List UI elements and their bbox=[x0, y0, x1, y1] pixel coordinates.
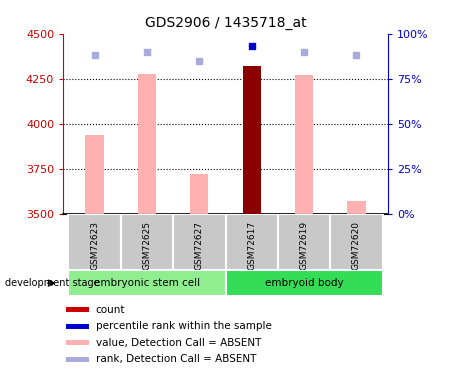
Bar bbox=[66, 357, 89, 362]
FancyBboxPatch shape bbox=[173, 214, 226, 270]
Text: GSM72620: GSM72620 bbox=[352, 220, 361, 270]
FancyBboxPatch shape bbox=[330, 214, 382, 270]
Text: embryonic stem cell: embryonic stem cell bbox=[94, 278, 200, 288]
Bar bbox=[347, 201, 366, 214]
FancyBboxPatch shape bbox=[278, 214, 330, 270]
Bar bbox=[138, 74, 156, 214]
FancyBboxPatch shape bbox=[226, 214, 278, 270]
FancyBboxPatch shape bbox=[69, 214, 121, 270]
Text: GSM72627: GSM72627 bbox=[195, 220, 204, 270]
Bar bbox=[243, 66, 261, 214]
Bar bbox=[66, 324, 89, 329]
Text: GSM72617: GSM72617 bbox=[247, 220, 256, 270]
Bar bbox=[190, 174, 208, 214]
Text: GSM72623: GSM72623 bbox=[90, 220, 99, 270]
Bar bbox=[226, 270, 382, 296]
Text: count: count bbox=[96, 305, 125, 315]
FancyBboxPatch shape bbox=[121, 214, 173, 270]
Text: value, Detection Call = ABSENT: value, Detection Call = ABSENT bbox=[96, 338, 261, 348]
Text: rank, Detection Call = ABSENT: rank, Detection Call = ABSENT bbox=[96, 354, 256, 364]
Text: embryoid body: embryoid body bbox=[265, 278, 343, 288]
Bar bbox=[66, 340, 89, 345]
Bar bbox=[69, 270, 225, 296]
Text: percentile rank within the sample: percentile rank within the sample bbox=[96, 321, 272, 331]
Title: GDS2906 / 1435718_at: GDS2906 / 1435718_at bbox=[145, 16, 306, 30]
Bar bbox=[295, 75, 313, 214]
Text: development stage: development stage bbox=[5, 278, 99, 288]
Text: GSM72625: GSM72625 bbox=[143, 220, 152, 270]
Bar bbox=[85, 135, 104, 214]
Text: GSM72619: GSM72619 bbox=[299, 220, 308, 270]
Bar bbox=[66, 307, 89, 312]
